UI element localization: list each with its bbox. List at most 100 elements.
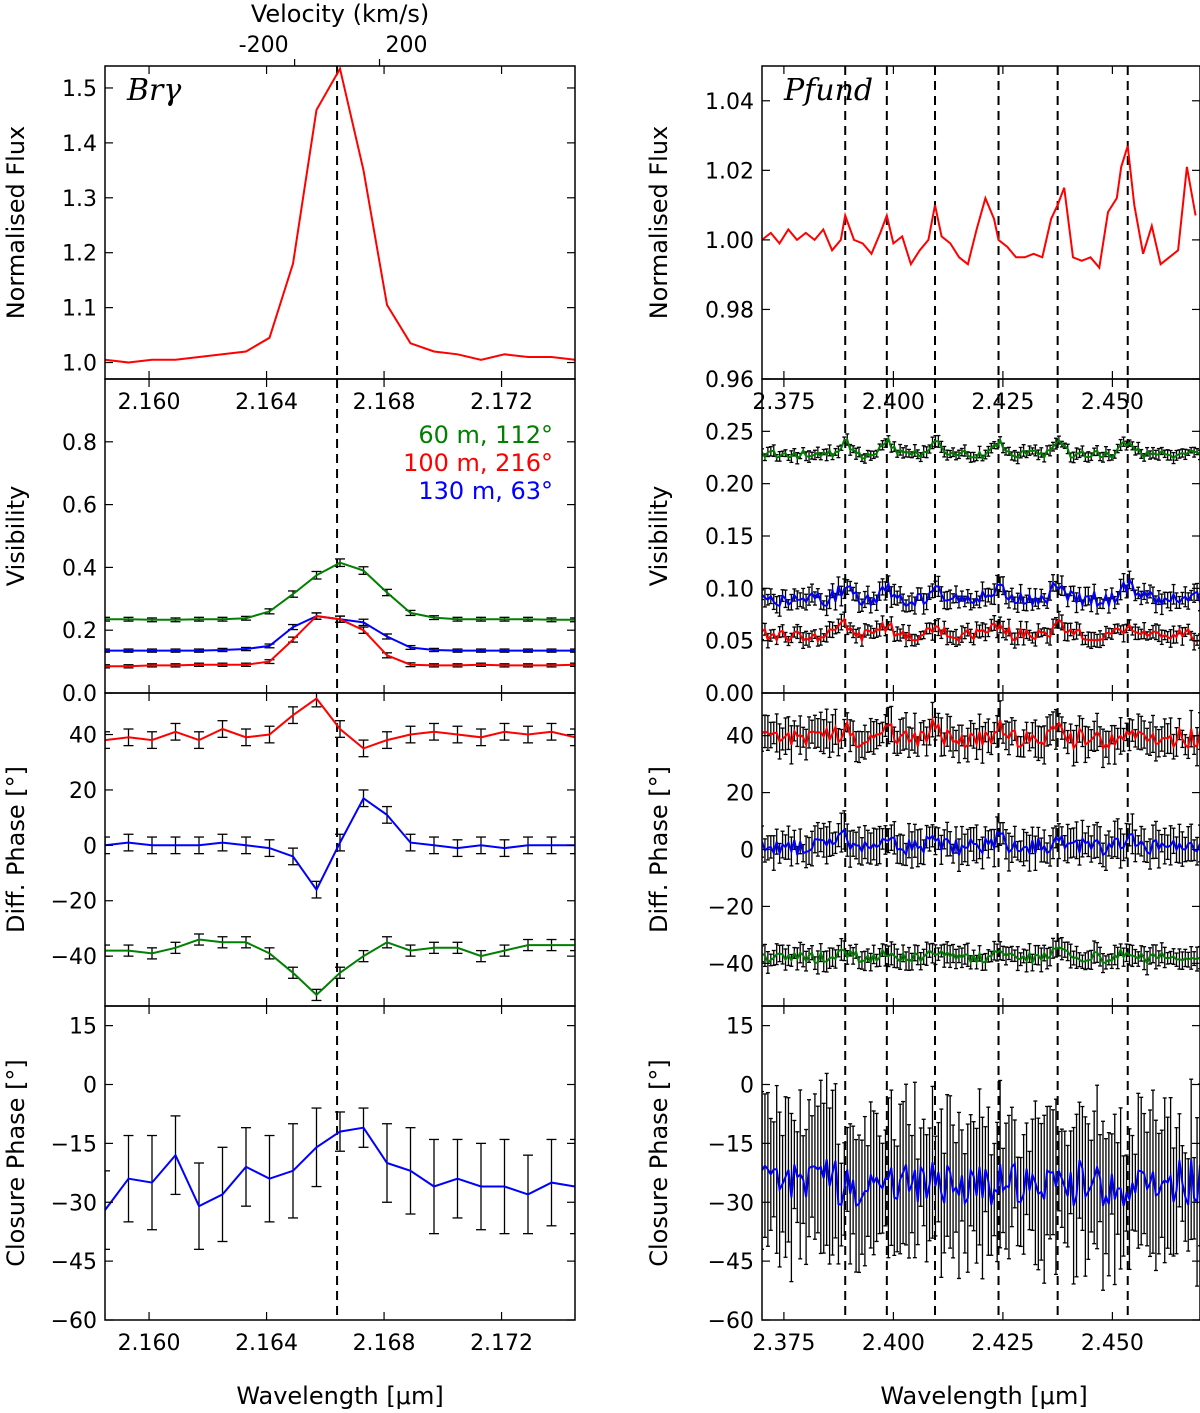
plot-area (105, 1107, 575, 1250)
x-tick-label: 2.164 (235, 390, 298, 415)
legend-entry: 130 m, 63° (418, 477, 553, 505)
y-tick-label: 0 (83, 1074, 97, 1099)
x-tick-label: 2.450 (1081, 390, 1144, 415)
y-axis-title: Visibility (645, 486, 673, 587)
x-tick-label: 2.172 (470, 1331, 533, 1356)
y-tick-label: −60 (51, 1309, 97, 1334)
plot-area (762, 700, 1200, 976)
y-tick-label: 0.8 (62, 431, 97, 456)
x-tick-label: 2.160 (118, 390, 181, 415)
series-line (105, 561, 575, 621)
series-line (762, 828, 1200, 858)
panel-frame (761, 1005, 1200, 1321)
y-tick-label: 0.10 (705, 577, 754, 602)
plot-area (762, 433, 1200, 651)
series-line (105, 697, 575, 750)
series-line (105, 796, 575, 892)
x-tick-label: 2.164 (235, 1331, 298, 1356)
x-tick-label: 2.450 (1081, 1331, 1144, 1356)
y-tick-label: −45 (51, 1250, 97, 1275)
y-tick-label: −45 (708, 1250, 754, 1275)
panels: 2.160 2.164 2.168 2.172 1.0 1.1 1.2 1.3 1.4 1.5 No… (2, 65, 1200, 1356)
series-line (762, 577, 1200, 610)
y-tick-label: −15 (51, 1132, 97, 1157)
y-tick-label: 15 (69, 1015, 97, 1040)
x-tick-label: 2.400 (862, 390, 925, 415)
y-tick-label: 0.00 (705, 682, 754, 707)
y-tick-label: 0.0 (62, 682, 97, 707)
y-axis-title: Closure Phase [°] (2, 1059, 30, 1267)
y-axis-title: Normalised Flux (645, 126, 673, 320)
panel-frame (104, 1005, 576, 1321)
series-line (762, 436, 1200, 460)
series-line (762, 946, 1200, 966)
y-tick-label: −40 (708, 952, 754, 977)
y-tick-label: 20 (69, 779, 97, 804)
panel-frame (761, 65, 1200, 380)
y-tick-label: 0 (740, 1074, 754, 1099)
y-tick-label: 0.2 (62, 619, 97, 644)
plot-area (105, 693, 575, 1002)
series-line (105, 615, 575, 668)
y-tick-label: −60 (708, 1309, 754, 1334)
y-tick-label: 0.4 (62, 556, 97, 581)
velocity-axis-title: Velocity (km/s) (251, 0, 429, 28)
y-tick-label: 40 (726, 725, 754, 750)
panel-bry-flux: 2.160 2.164 2.168 2.172 1.0 1.1 1.2 1.3 1.4 1.5 No… (2, 65, 576, 415)
y-tick-label: 0.98 (705, 298, 754, 323)
x-tick-label: 2.400 (862, 1331, 925, 1356)
y-tick-label: 0.15 (705, 525, 754, 550)
y-tick-label: 0 (740, 839, 754, 864)
y-tick-label: −15 (708, 1132, 754, 1157)
y-axis-title: Normalised Flux (2, 126, 30, 320)
panel-label: Pfund (783, 73, 873, 108)
x-tick-label: 2.172 (470, 390, 533, 415)
y-tick-label: 15 (726, 1015, 754, 1040)
legend-entry: 100 m, 216° (403, 449, 553, 477)
panel-bry-vis: 0.0 0.2 0.4 0.6 0.8 Visibility 60 m, 112°100 m… (2, 378, 576, 707)
y-tick-label: 1.5 (62, 77, 97, 102)
series-line (105, 938, 575, 997)
panel-frame (104, 65, 576, 380)
y-tick-label: −20 (708, 895, 754, 920)
y-tick-label: 0.20 (705, 473, 754, 498)
series-line (105, 1126, 575, 1211)
y-tick-label: 0.05 (705, 630, 754, 655)
velocity-tick-label: 200 (386, 33, 428, 58)
x-tick-label: 2.375 (752, 1331, 815, 1356)
legend-entry: 60 m, 112° (418, 421, 553, 449)
series-line (762, 1159, 1200, 1208)
plot-area (762, 1072, 1200, 1291)
y-axis-title: Closure Phase [°] (645, 1059, 673, 1267)
y-tick-label: 1.4 (62, 132, 97, 157)
x-tick-label: 2.375 (752, 390, 815, 415)
y-tick-label: 0.96 (705, 368, 754, 393)
y-axis-title: Visibility (2, 486, 30, 587)
panel-label: Brγ (126, 73, 181, 108)
panel-pf-vis: 0.00 0.05 0.10 0.15 0.20 0.25 Visibility (645, 378, 1200, 707)
y-tick-label: 1.3 (62, 187, 97, 212)
x-tick-label: 2.168 (353, 1331, 416, 1356)
x-tick-label: 2.425 (971, 1331, 1034, 1356)
y-tick-label: 0.25 (705, 420, 754, 445)
panel-pf-dphase: −40 −20 0 20 40 Diff. Phase [°] (645, 692, 1200, 1007)
panel-frame (761, 378, 1200, 694)
plot-area (105, 66, 575, 364)
y-tick-label: 0.6 (62, 494, 97, 519)
panel-pf-cphase: 2.375 2.400 2.425 2.450 −60 −45 −30 −15 0 15 Closu… (645, 1005, 1200, 1356)
velocity-tick-label: -200 (239, 33, 289, 58)
y-tick-label: 1.00 (705, 229, 754, 254)
series-line (762, 145, 1197, 271)
x-axis-title-right: Wavelength [μm] (880, 1382, 1087, 1410)
x-tick-label: 2.160 (118, 1331, 181, 1356)
x-axis-title-left: Wavelength [μm] (236, 1382, 443, 1410)
y-tick-label: 20 (726, 782, 754, 807)
plot-area (105, 558, 575, 669)
y-tick-label: −30 (51, 1191, 97, 1216)
series-line (762, 715, 1200, 751)
panel-pf-flux: 2.375 2.400 2.425 2.450 0.96 0.98 1.00 1.02 1.04… (645, 65, 1200, 415)
y-tick-label: 1.1 (62, 297, 97, 322)
y-tick-label: −20 (51, 890, 97, 915)
y-tick-label: 1.2 (62, 242, 97, 267)
series-line (105, 66, 575, 364)
